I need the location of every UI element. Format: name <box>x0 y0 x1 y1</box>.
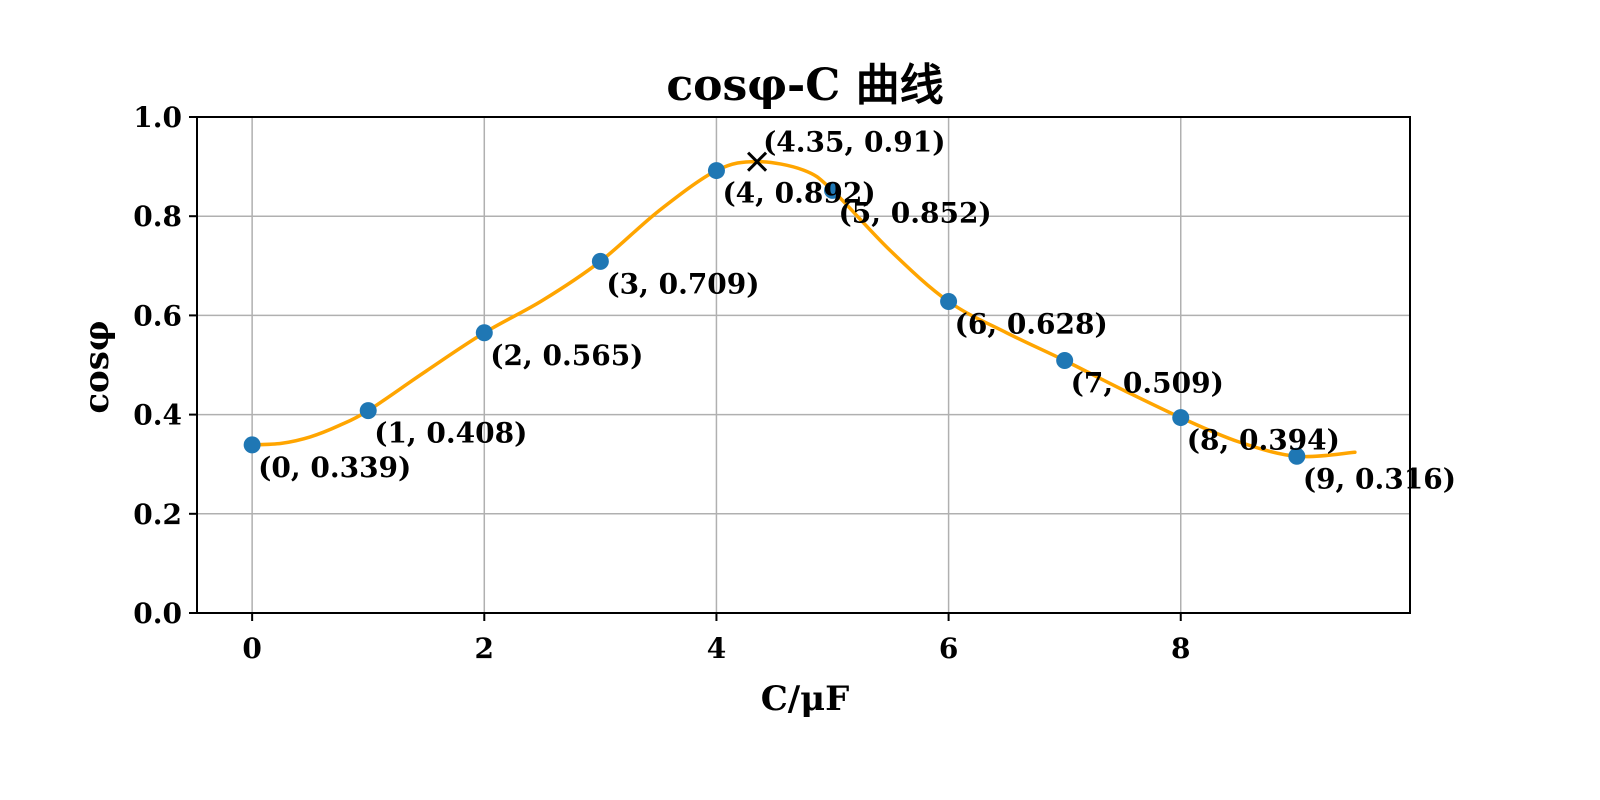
peak-label: (4.35, 0.91) <box>763 126 945 159</box>
data-point-label: (3, 0.709) <box>606 267 759 300</box>
data-point-label: (0, 0.339) <box>258 451 411 484</box>
data-point <box>591 252 609 270</box>
x-tick-label: 2 <box>475 632 494 665</box>
data-point-label: (4, 0.892) <box>722 177 875 210</box>
data-point <box>475 324 493 342</box>
data-point-label: (6, 0.628) <box>955 308 1108 341</box>
data-point-label: (1, 0.408) <box>374 417 527 450</box>
data-point <box>1172 409 1190 427</box>
y-tick-label: 0.8 <box>133 200 182 233</box>
plot-area-frame <box>196 116 1411 614</box>
y-axis-label: cosφ <box>77 320 117 413</box>
peak-marker <box>747 151 768 172</box>
y-tick-label: 0.6 <box>133 299 182 332</box>
data-point-label: (5, 0.852) <box>839 196 992 229</box>
y-tick-label: 0.4 <box>133 399 182 432</box>
peak-marker-stroke <box>747 151 768 172</box>
data-point <box>824 181 842 199</box>
data-point-label: (8, 0.394) <box>1187 424 1340 457</box>
y-tick-label: 1.0 <box>133 101 182 134</box>
data-point <box>243 436 261 454</box>
data-point <box>707 162 725 180</box>
x-tick-label: 6 <box>939 632 958 665</box>
data-point-label: (7, 0.509) <box>1071 367 1224 400</box>
y-tick-label: 0.0 <box>133 597 182 630</box>
x-tick-label: 0 <box>242 632 261 665</box>
peak-layer: (4.35, 0.91) <box>747 126 945 172</box>
x-axis-label: C/μF <box>761 679 850 719</box>
data-point <box>359 402 377 420</box>
data-point <box>1056 352 1074 370</box>
axis-ticks: 0 2 4 6 8 0.0 0.2 0.4 0.6 0.8 1.0 <box>133 101 1190 665</box>
data-point <box>1288 447 1306 465</box>
data-point-label: (9, 0.316) <box>1303 462 1456 495</box>
data-labels: (0, 0.339)(1, 0.408) (2, 0.565) (3, 0.709)… <box>258 177 1456 496</box>
data-points <box>243 162 1306 465</box>
x-tick-label: 4 <box>707 632 726 665</box>
y-tick-label: 0.2 <box>133 498 182 531</box>
data-point-label: (2, 0.565) <box>490 339 643 372</box>
x-tick-label: 8 <box>1171 632 1190 665</box>
data-point <box>940 293 958 311</box>
chart-title: cosφ-C 曲线 <box>666 60 943 111</box>
